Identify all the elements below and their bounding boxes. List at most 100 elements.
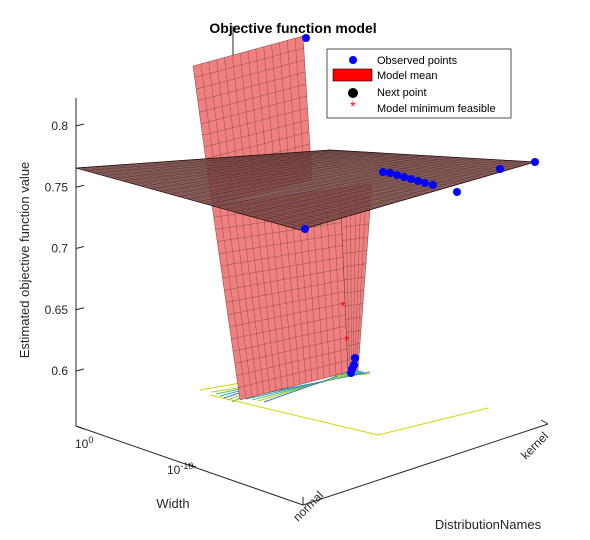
surface-mesh-line <box>205 131 310 159</box>
surface-mesh-line <box>206 156 450 205</box>
surface-mesh-line <box>341 223 370 228</box>
observed-point <box>407 175 415 183</box>
value-tick-label: 0.8 <box>51 119 68 133</box>
category-axis-line <box>302 423 549 506</box>
observed-point <box>414 177 422 185</box>
contour-line <box>263 375 339 403</box>
observed-point <box>393 171 401 179</box>
surface-mesh-line <box>178 155 424 197</box>
width-tick-2: 10-10 <box>167 461 193 477</box>
surface-mesh-line <box>225 279 345 303</box>
surface-mesh-line <box>187 155 433 200</box>
value-tick-mark <box>75 246 85 249</box>
observed-point <box>351 354 359 362</box>
value-tick-label: 0.75 <box>45 180 69 194</box>
surface-mesh-line <box>217 222 342 242</box>
surface-mesh-line <box>238 360 348 388</box>
model-minimum-marker: * <box>340 298 346 314</box>
surface-mesh-line <box>344 290 365 294</box>
legend-marker-model-mean <box>332 68 373 82</box>
value-tick-mark <box>75 123 85 127</box>
surface-mesh-line <box>197 156 442 202</box>
surface-mesh-line <box>225 157 467 210</box>
value-axis-label: Estimated objective function value <box>17 162 32 359</box>
width-tick-1: 100 <box>75 435 93 451</box>
observed-point <box>301 225 309 233</box>
surface-mesh-line <box>224 268 344 291</box>
legend-marker-observed-points <box>349 56 357 64</box>
surface-mesh-line <box>343 276 366 281</box>
surface-mesh-line <box>253 159 493 218</box>
legend-label-next-point: Next point <box>377 87 427 99</box>
surface-mesh-line <box>94 150 348 174</box>
observed-point <box>421 179 429 187</box>
surface-mesh-line <box>342 236 369 241</box>
surface-mesh-line <box>345 303 364 307</box>
surface-mesh-line <box>204 119 309 148</box>
observed-point <box>531 158 539 166</box>
surface-mesh-line <box>197 71 306 101</box>
value-tick-mark <box>75 368 85 372</box>
surface-mesh-line <box>131 152 382 184</box>
surface-mesh-line <box>234 337 347 364</box>
value-tick-label: 0.6 <box>51 364 68 378</box>
width-axis-label: Width <box>156 496 189 511</box>
surface-mesh-line <box>159 154 407 192</box>
legend-label-observed-points: Observed points <box>377 55 458 67</box>
category-tick-kernel: kernel <box>518 429 551 462</box>
chart-title: Objective function model <box>209 20 376 36</box>
legend-label-model-minimum: Model minimum feasible <box>377 103 496 115</box>
surface-mesh-line <box>345 316 363 320</box>
model-mean-surface <box>75 35 536 401</box>
value-tick-mark <box>75 307 85 311</box>
surface-mesh-line <box>231 314 346 340</box>
surface-mesh-line <box>262 159 501 220</box>
surface-mesh-line <box>271 160 510 223</box>
legend-box <box>326 48 512 119</box>
width-axis-ticks: 100 10-10 <box>75 425 197 477</box>
surface-mesh-line <box>290 161 527 228</box>
surface-mesh-line <box>220 245 343 267</box>
legend-label-model-mean: Model mean <box>377 70 438 82</box>
contour-line <box>251 373 355 401</box>
contour-line <box>209 394 489 436</box>
surface-mesh-line <box>229 302 346 328</box>
observed-points <box>301 34 539 377</box>
surface-mesh-line <box>150 153 399 189</box>
model-minimum-marker: * <box>344 332 350 348</box>
observed-point <box>429 181 437 189</box>
surface-mesh-line <box>202 107 308 136</box>
surface-mesh-line <box>199 83 307 113</box>
surface-mesh-line <box>234 158 476 213</box>
surface-mesh-line <box>194 47 304 78</box>
observed-point <box>386 169 394 177</box>
surface-mesh-line <box>85 150 339 171</box>
surface-mesh-line <box>232 325 347 352</box>
surface-mesh-line <box>113 151 365 179</box>
contour-line <box>257 374 347 402</box>
surface-mesh-line <box>281 160 518 226</box>
legend-marker-next-point <box>348 88 358 98</box>
surface-mesh-line <box>141 153 390 187</box>
value-tick-mark <box>75 184 85 188</box>
width-axis-line <box>75 425 304 506</box>
category-tick-normal: normal <box>290 488 326 524</box>
value-tick-label: 0.65 <box>45 303 69 317</box>
category-axis-label: DistributionNames <box>435 517 542 532</box>
value-tick-label: 0.7 <box>51 242 68 256</box>
observed-point <box>302 34 310 42</box>
observed-point <box>453 188 461 196</box>
observed-point <box>347 369 355 377</box>
surface-mesh-line <box>227 291 345 315</box>
model-minimum-points: ** <box>340 298 350 348</box>
surface-mesh-line <box>215 157 459 207</box>
surface-mesh-line <box>103 151 356 176</box>
surface-mesh-line <box>236 348 348 376</box>
surface-mesh-line <box>122 152 373 182</box>
value-axis-ticks: 0.8 0.75 0.7 0.65 0.6 <box>45 119 85 378</box>
surface-mesh-line <box>169 154 416 195</box>
surface-mesh-line <box>342 250 368 254</box>
observed-point <box>400 173 408 181</box>
surface-mesh-line <box>222 256 344 279</box>
